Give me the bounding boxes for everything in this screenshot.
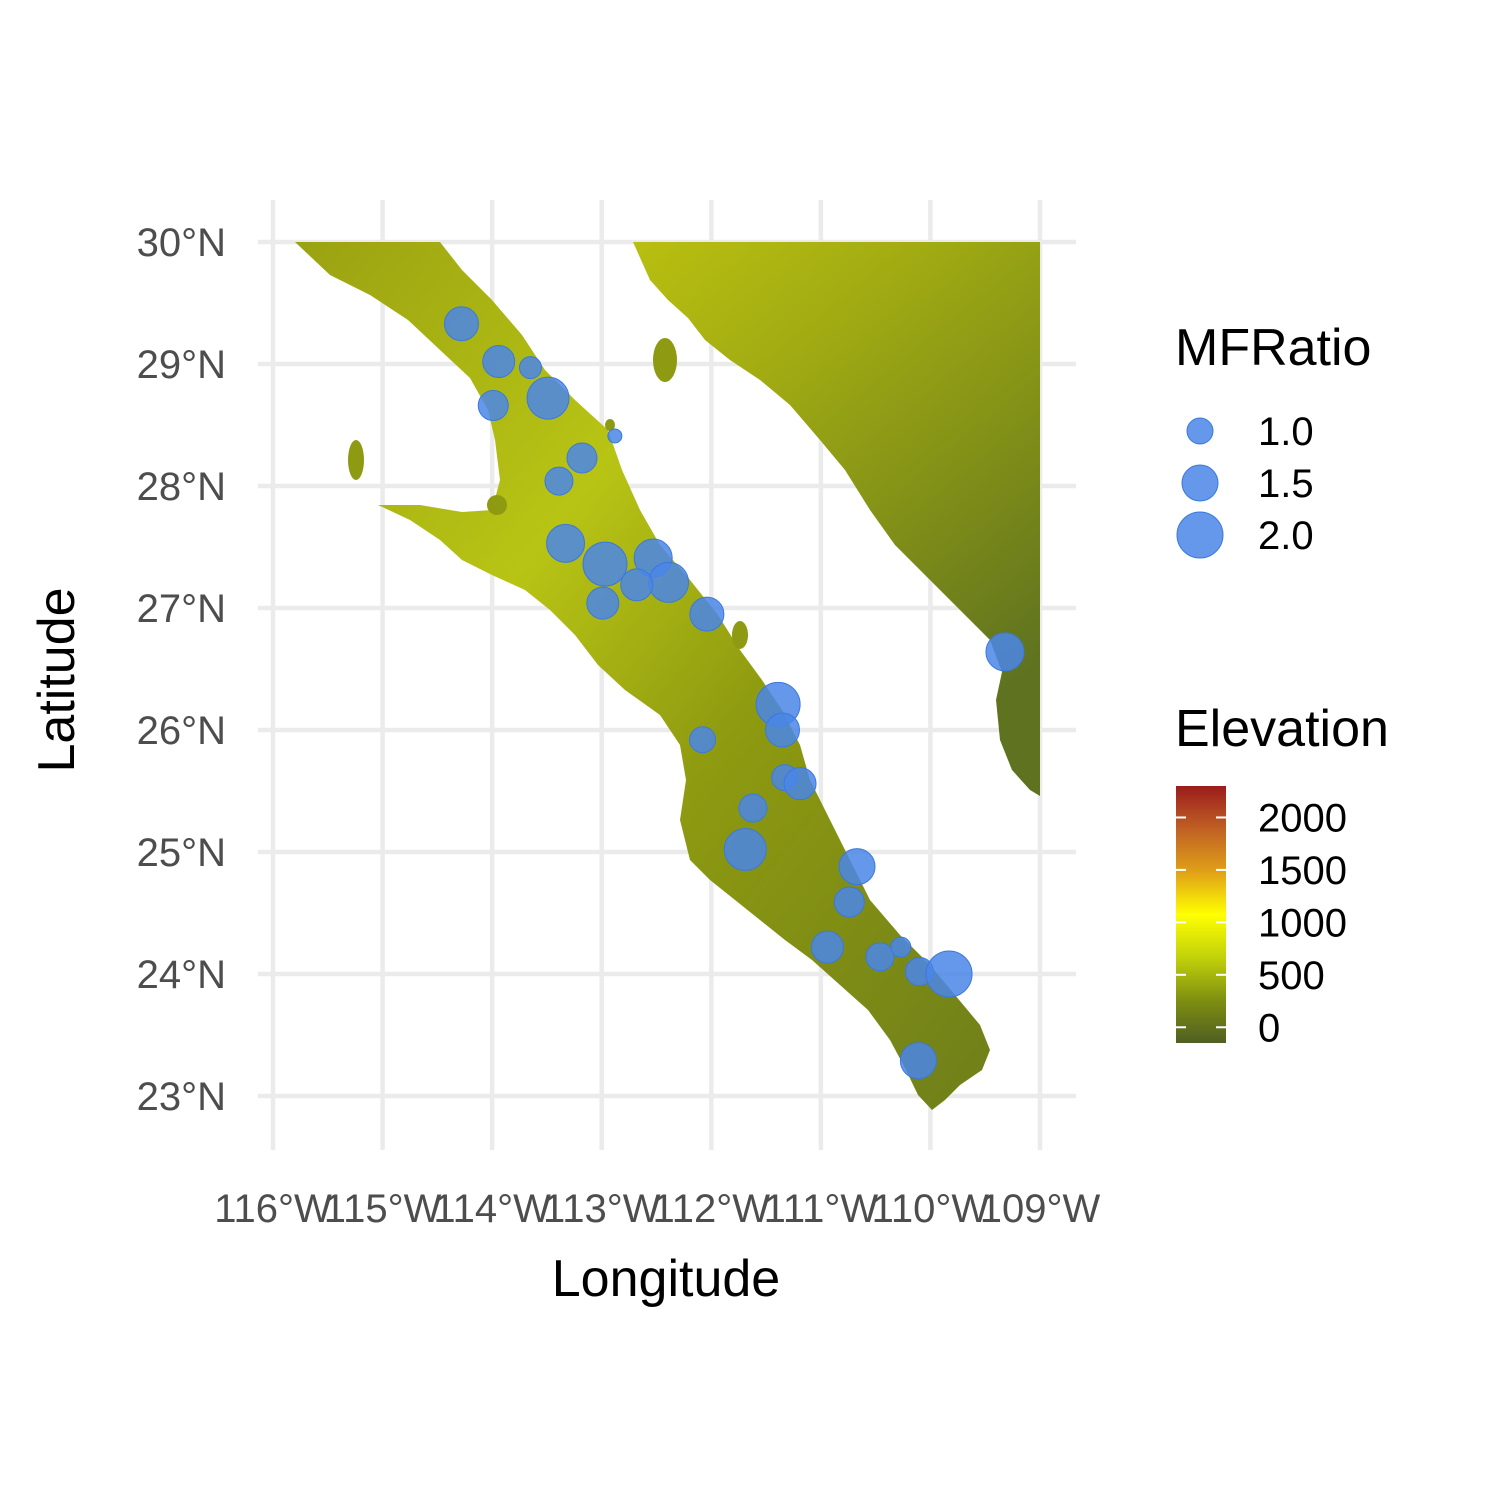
mfratio-label-0: 1.0 [1258,410,1314,454]
x-tick-label-7: 109°W [980,1187,1101,1231]
y-tick-label-1: 24°N [137,953,226,997]
site-point-30 [899,1042,937,1080]
elevation-colorbar [1176,786,1226,1043]
y-tick-label-3: 26°N [137,709,226,753]
site-point-17 [765,712,801,748]
site-point-5 [607,428,623,444]
site-point-13 [586,586,620,620]
mfratio-label-2: 2.0 [1258,514,1314,558]
site-point-4 [477,389,509,421]
mfratio-legend: MFRatio 1.0 1.5 2.0 [1175,319,1371,559]
island-3 [605,419,615,431]
x-tick-label-1: 115°W [324,1187,442,1231]
site-point-20 [783,767,817,801]
elevation-raster [295,242,1040,1110]
site-point-27 [890,936,912,958]
x-axis-title: Longitude [552,1250,780,1308]
mfratio-key-1 [1181,464,1219,502]
elevation-label-3: 1500 [1258,849,1347,893]
site-point-25 [810,930,844,964]
site-point-3 [526,376,570,420]
elevation-legend-title: Elevation [1175,700,1389,758]
x-tick-label-6: 110°W [872,1187,990,1231]
elevation-legend: Elevation 0 500 1000 1500 2000 [1175,700,1389,1050]
mfratio-label-1: 1.5 [1258,462,1314,506]
site-point-1 [482,345,516,379]
y-tick-label-5: 28°N [137,465,226,509]
site-point-8 [546,523,586,563]
x-tick-label-5: 111°W [764,1187,879,1231]
site-point-12 [620,568,654,602]
site-point-6 [566,442,598,474]
mfratio-key-0 [1186,417,1214,445]
y-tick-label-7: 30°N [137,221,226,265]
site-point-15 [985,632,1025,672]
baja-peninsula [295,242,990,1110]
site-point-7 [544,466,574,496]
elevation-label-0: 0 [1258,1006,1280,1050]
site-point-18 [689,726,717,754]
mfratio-key-2 [1176,511,1224,559]
site-point-0 [443,306,479,342]
site-point-2 [518,356,542,380]
mainland-sonora [633,242,1040,796]
site-point-24 [833,886,865,918]
site-point-26 [865,942,895,972]
x-tick-label-0: 116°W [214,1187,332,1231]
elevation-label-1: 500 [1258,954,1325,998]
site-points [443,306,1025,1080]
x-tick-label-2: 114°W [433,1187,551,1231]
island-0 [348,440,364,480]
y-tick-label-2: 25°N [137,831,226,875]
mfratio-legend-title: MFRatio [1175,319,1371,377]
site-point-23 [838,848,876,886]
x-tick-label-4: 112°W [653,1187,771,1231]
site-point-21 [738,793,768,823]
y-tick-labels: 23°N 24°N 25°N 26°N 27°N 28°N 29°N 30°N [137,221,226,1119]
site-point-14 [689,596,725,632]
island-1 [487,495,507,515]
site-point-22 [723,828,767,872]
y-tick-label-4: 27°N [137,587,226,631]
y-axis-title: Latitude [28,587,86,772]
y-tick-label-0: 23°N [137,1075,226,1119]
site-point-11 [648,561,690,603]
island-2 [653,338,677,382]
y-tick-label-6: 29°N [137,343,226,387]
elevation-label-2: 1000 [1258,901,1347,945]
island-4 [732,621,748,649]
site-point-9 [582,541,628,587]
elevation-label-4: 2000 [1258,796,1347,840]
x-tick-label-3: 113°W [543,1187,661,1231]
site-point-29 [925,950,973,998]
